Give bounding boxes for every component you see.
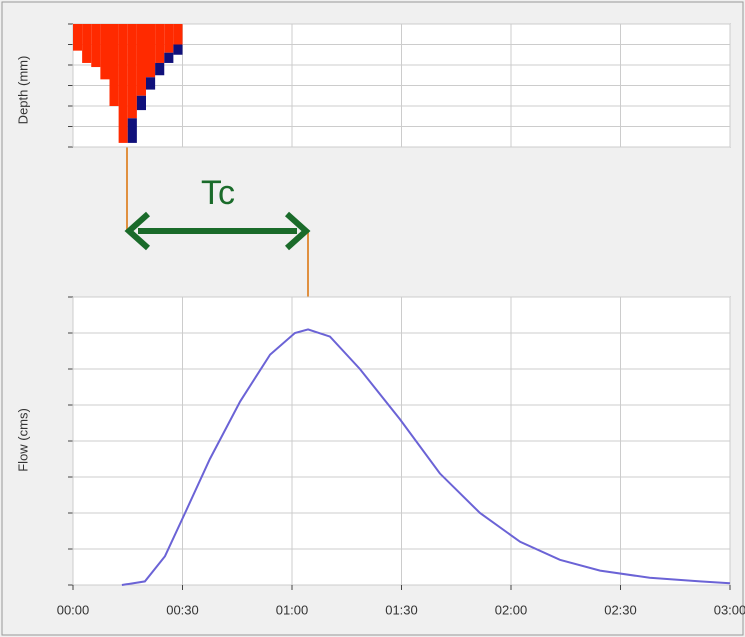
x-tick-label: 02:00 [495, 602, 528, 617]
x-tick-label: 03:00 [714, 602, 745, 617]
rain-bar [73, 24, 83, 51]
rain-bar [146, 77, 156, 90]
x-tick-label: 01:00 [276, 602, 309, 617]
rain-bar [127, 24, 137, 119]
tc-label: Tc [201, 174, 235, 212]
rain-bar [164, 24, 174, 53]
tc-arrow [124, 211, 311, 251]
rain-bar [136, 95, 146, 111]
rain-bar [118, 24, 128, 143]
rain-bar [155, 62, 165, 76]
rain-bar [91, 24, 101, 68]
x-tick-label: 00:30 [166, 602, 199, 617]
y-axis-label: Flow (cms) [15, 408, 30, 472]
rain-bar [173, 24, 183, 45]
y-axis-label: Depth (mm) [15, 56, 30, 125]
flow-line [121, 328, 731, 586]
rain-bar [109, 24, 119, 106]
rain-bar [82, 24, 92, 63]
rain-bar [100, 24, 110, 80]
rain-bar [136, 24, 146, 96]
rain-bar [164, 52, 174, 63]
x-tick-label: 01:30 [385, 602, 418, 617]
rain-bar [155, 24, 165, 63]
x-tick-label: 02:30 [604, 602, 637, 617]
x-tick-label: 00:00 [57, 602, 90, 617]
rain-bar [173, 44, 183, 55]
rain-bar [127, 118, 137, 143]
rain-bar [146, 24, 156, 78]
